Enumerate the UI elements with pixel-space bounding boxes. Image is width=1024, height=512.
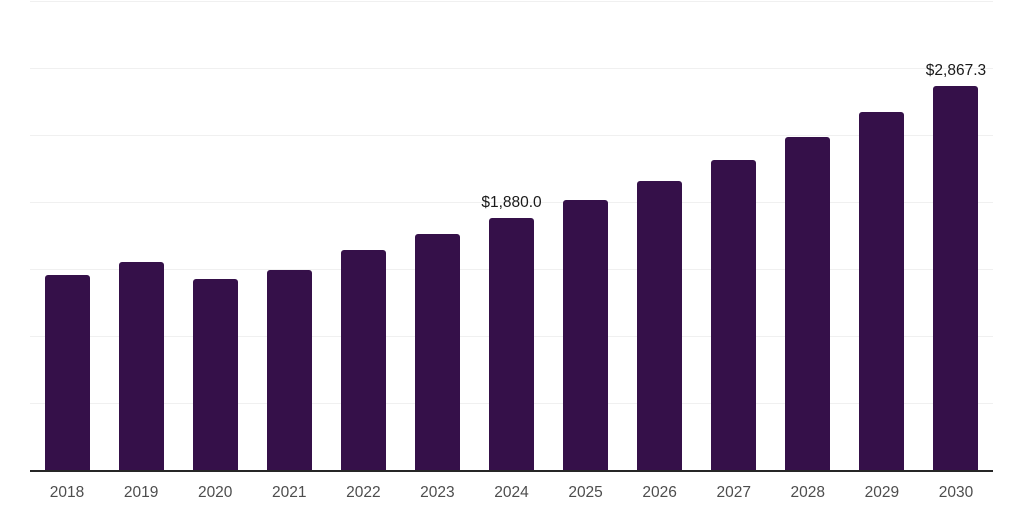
x-tick-label-2030: 2030 bbox=[938, 484, 974, 501]
plot-area: $1,880.0 $2,867.3 bbox=[30, 0, 993, 472]
x-tick-label-2026: 2026 bbox=[642, 484, 677, 501]
bar-2018 bbox=[44, 274, 90, 470]
bar-2019 bbox=[118, 262, 164, 470]
x-tick-label-2021: 2021 bbox=[272, 484, 307, 501]
x-tick-label-2019: 2019 bbox=[123, 484, 159, 501]
bar-value-label-2030: $2,867.3 bbox=[925, 62, 987, 80]
x-tick-label-2028: 2028 bbox=[790, 484, 826, 501]
bar-2020 bbox=[192, 279, 238, 470]
x-tick-label-2022: 2022 bbox=[346, 484, 381, 501]
x-axis: 2018 2019 2020 2021 2022 2023 2024 2025 2026 2027… bbox=[30, 472, 993, 512]
bar-2023 bbox=[414, 233, 460, 470]
bar-2027 bbox=[711, 160, 757, 470]
gridline-2000 bbox=[30, 202, 993, 204]
x-tick-label-2020: 2020 bbox=[197, 484, 233, 501]
bar-2029 bbox=[859, 112, 905, 470]
x-tick-label-2018: 2018 bbox=[49, 484, 85, 501]
bar-2028 bbox=[785, 137, 831, 470]
x-tick-label-2025: 2025 bbox=[568, 484, 603, 501]
bar-2025 bbox=[563, 200, 609, 470]
bar-2021 bbox=[266, 270, 312, 470]
gridline-3000 bbox=[30, 68, 993, 70]
gridline-2500 bbox=[30, 135, 993, 137]
bar-2022 bbox=[340, 249, 386, 470]
bar-2030 bbox=[933, 86, 979, 470]
bar-value-label-2024: $1,880.0 bbox=[481, 194, 542, 212]
bar-2026 bbox=[637, 180, 683, 470]
x-tick-label-2024: 2024 bbox=[494, 484, 529, 501]
x-tick-label-2023: 2023 bbox=[420, 484, 455, 501]
gridline-3500 bbox=[30, 1, 993, 3]
bar-2024 bbox=[489, 218, 534, 470]
x-tick-label-2029: 2029 bbox=[864, 484, 900, 501]
x-tick-label-2027: 2027 bbox=[716, 484, 751, 501]
